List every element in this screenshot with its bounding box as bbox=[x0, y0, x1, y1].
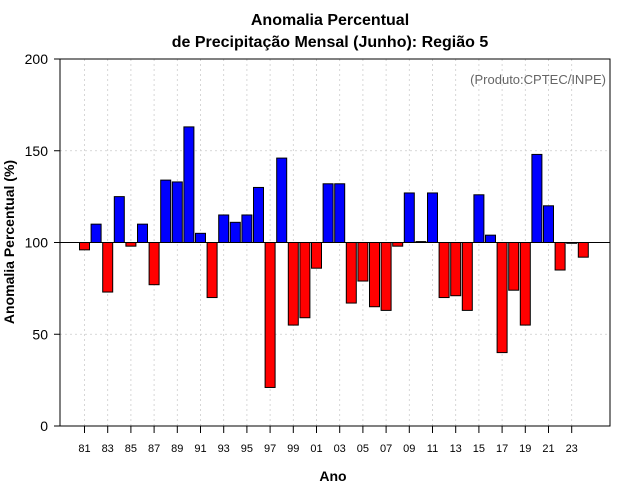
bar-12 bbox=[438, 242, 450, 299]
x-tick-label: 15 bbox=[473, 443, 485, 455]
x-tick-label: 11 bbox=[427, 443, 438, 455]
bar-20 bbox=[531, 153, 543, 243]
bar-06 bbox=[369, 242, 380, 308]
x-tick-label: 05 bbox=[357, 443, 369, 455]
bar-15 bbox=[473, 194, 485, 243]
bar-05 bbox=[357, 242, 369, 282]
x-tick-label: 81 bbox=[78, 443, 90, 455]
x-axis-label: Ano bbox=[319, 468, 346, 484]
bar-03 bbox=[334, 183, 346, 243]
bar-16 bbox=[485, 234, 496, 244]
bar-99 bbox=[287, 242, 299, 326]
product-credit: (Produto:CPTEC/INPE) bbox=[470, 72, 606, 87]
chart-title-line1: Anomalia Percentual bbox=[251, 12, 409, 29]
x-tick-label: 93 bbox=[218, 443, 230, 455]
bar-18 bbox=[508, 242, 520, 291]
x-tick-label: 07 bbox=[380, 443, 392, 455]
bar-98 bbox=[276, 157, 288, 243]
y-axis-label: Anomalia Percentual (%) bbox=[1, 160, 17, 324]
bar-86 bbox=[137, 223, 148, 243]
grid-lines bbox=[60, 58, 610, 427]
bar-17 bbox=[496, 242, 508, 354]
x-tick-label: 89 bbox=[171, 443, 183, 455]
bar-95 bbox=[241, 214, 253, 244]
y-axis: 0 50 100 150 200 bbox=[25, 51, 60, 434]
x-tick-label: 95 bbox=[241, 443, 253, 455]
bar-01 bbox=[311, 242, 322, 269]
bar-93 bbox=[218, 214, 230, 244]
bar-97 bbox=[264, 242, 276, 388]
y-tick-label: 200 bbox=[25, 51, 49, 67]
bar-14 bbox=[461, 242, 473, 311]
bar-91 bbox=[195, 232, 206, 243]
chart-title-line2: de Precipitação Mensal (Junho): Região 5 bbox=[172, 34, 489, 51]
x-tick-label: 01 bbox=[310, 443, 322, 455]
y-tick-label: 100 bbox=[25, 235, 49, 251]
bar-82 bbox=[90, 223, 102, 243]
bar-02 bbox=[322, 183, 334, 243]
bar-88 bbox=[160, 179, 172, 243]
bar-84 bbox=[113, 196, 125, 243]
bar-19 bbox=[519, 242, 531, 326]
bar-81 bbox=[79, 242, 90, 251]
bar-09 bbox=[403, 192, 415, 243]
bar-83 bbox=[102, 242, 114, 293]
bar-13 bbox=[450, 242, 462, 297]
bar-00 bbox=[299, 242, 311, 319]
bar-21 bbox=[543, 205, 554, 244]
bar-87 bbox=[148, 242, 160, 286]
y-tick-label: 150 bbox=[25, 143, 49, 159]
bar-92 bbox=[206, 242, 218, 299]
bar-22 bbox=[554, 242, 566, 271]
x-tick-label: 91 bbox=[194, 443, 206, 455]
bar-04 bbox=[345, 242, 357, 304]
x-tick-label: 85 bbox=[125, 443, 137, 455]
x-tick-label: 21 bbox=[542, 443, 554, 455]
bar-89 bbox=[171, 181, 183, 244]
bar-96 bbox=[253, 186, 264, 243]
x-tick-label: 19 bbox=[519, 443, 531, 455]
x-tick-label: 17 bbox=[496, 443, 508, 455]
x-axis: 81 83 85 87 89 91 93 95 97 99 01 03 05 07 09 11 13 15 17 19… bbox=[78, 426, 578, 455]
x-tick-label: 83 bbox=[102, 443, 114, 455]
y-tick-label: 50 bbox=[32, 326, 48, 342]
x-tick-label: 23 bbox=[566, 443, 578, 455]
bar-07 bbox=[380, 242, 392, 311]
x-tick-label: 97 bbox=[264, 443, 276, 455]
x-tick-label: 09 bbox=[403, 443, 415, 455]
x-tick-label: 03 bbox=[334, 443, 346, 455]
bar-08 bbox=[392, 242, 404, 247]
bar-90 bbox=[183, 126, 195, 243]
y-tick-label: 0 bbox=[40, 418, 48, 434]
x-tick-label: 87 bbox=[148, 443, 160, 455]
x-tick-label: 99 bbox=[287, 443, 299, 455]
bar-94 bbox=[229, 221, 241, 244]
bar-11 bbox=[427, 192, 438, 243]
bars-group bbox=[79, 126, 589, 388]
x-tick-label: 13 bbox=[450, 443, 462, 455]
bar-24 bbox=[577, 242, 589, 258]
bar-85 bbox=[125, 242, 137, 247]
